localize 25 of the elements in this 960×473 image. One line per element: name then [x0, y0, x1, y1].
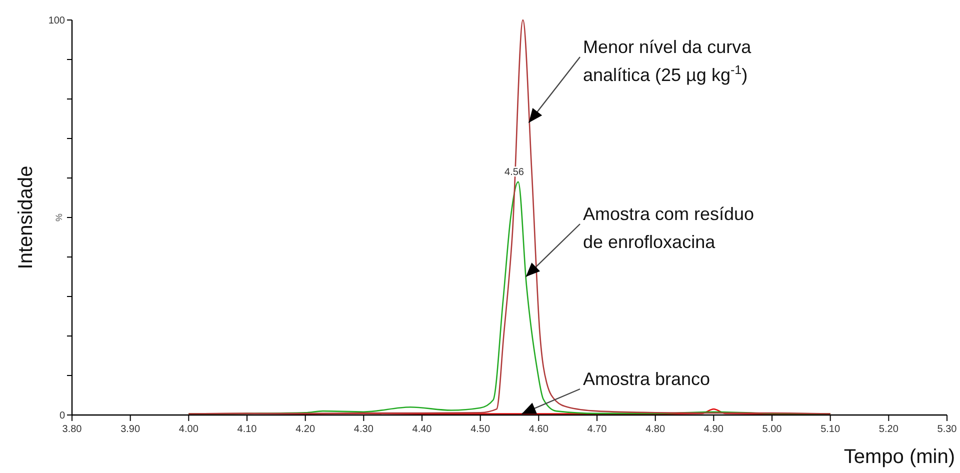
x-axis-title: Tempo (min) — [844, 446, 955, 468]
x-tick-label: 5.00 — [762, 424, 782, 435]
x-tick-label: 3.80 — [62, 424, 82, 435]
annotation: Amostra branco — [583, 369, 710, 389]
y-tick-label: 100 — [48, 16, 66, 26]
x-tick-label: 5.20 — [878, 424, 899, 435]
x-tick-label: 4.10 — [237, 424, 258, 435]
x-tick-label: 4.70 — [587, 424, 608, 435]
annotation: Menor nível da curva analítica (25 µg kg$^{-1}$) — [583, 37, 752, 85]
line-series — [188, 19, 831, 414]
x-tick-label: 4.00 — [178, 424, 199, 435]
text: % — [54, 213, 64, 222]
x-tick-label: 5.30 — [937, 424, 958, 435]
x-tick-label: 4.20 — [296, 424, 316, 435]
y-tick-label: 0 — [59, 410, 66, 422]
annotation: Amostra com resíduo de enrofloxacina — [583, 204, 754, 252]
x-tick-label: 3.90 — [120, 424, 140, 435]
x-tick-label: 4.60 — [528, 424, 549, 435]
x-tick-label: 4.90 — [704, 424, 724, 435]
x-tick-label: 4.40 — [412, 424, 432, 435]
y-axis-title: Intensidade — [15, 166, 37, 270]
x-tick-label: 5.10 — [820, 424, 840, 435]
x-tick-label: 4.80 — [646, 424, 666, 435]
x-tick-label: 4.50 — [470, 424, 490, 435]
x-tick-label: 4.30 — [354, 424, 374, 435]
